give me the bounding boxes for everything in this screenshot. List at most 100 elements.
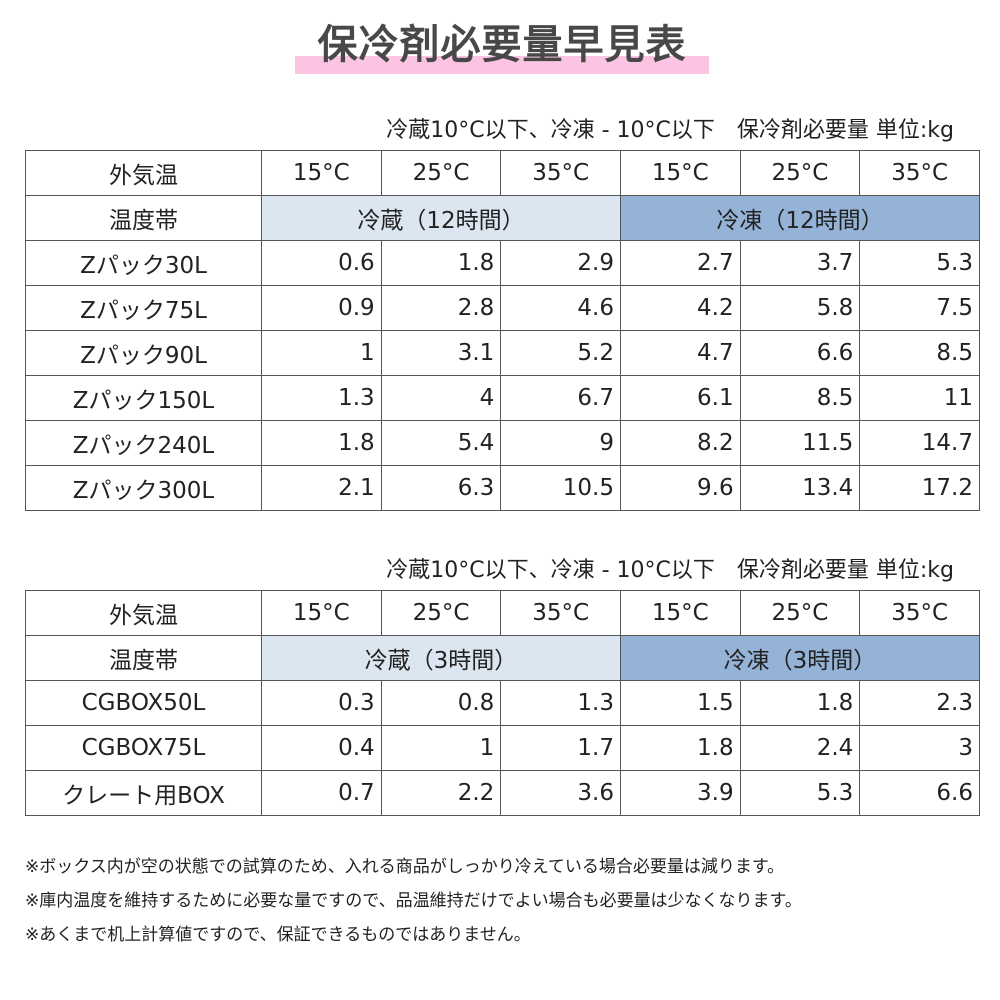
table-row: Zパック300L 2.1 6.3 10.5 9.6 13.4 17.2 [25,465,980,511]
product-name: Zパック75L [25,285,262,331]
product-name: Zパック90L [25,330,262,376]
value-cell: 1.8 [261,420,382,466]
table-row: Zパック150L 1.3 4 6.7 6.1 8.5 11 [25,375,980,421]
title-highlight [295,56,709,74]
value-cell: 9 [500,420,621,466]
table-row: Zパック90L 1 3.1 5.2 4.7 6.6 8.5 [25,330,980,376]
value-cell: 1 [380,725,502,771]
temp-header: 15°C [619,590,741,636]
band-frozen: 冷凍（3時間） [619,635,981,681]
value-cell: 5.4 [380,420,502,466]
value-cell: 8.5 [859,330,980,376]
value-cell: 5.2 [500,330,621,376]
product-name: Zパック150L [25,375,262,421]
product-name: CGBOX75L [25,725,262,771]
temp-header: 25°C [380,150,502,196]
value-cell: 2.9 [500,240,621,286]
value-cell: 4.2 [619,285,741,331]
value-cell: 2.3 [859,680,980,726]
value-cell: 8.2 [619,420,741,466]
band-row: 温度帯 冷蔵（3時間） 冷凍（3時間） [25,635,981,681]
notes: ※ボックス内が空の状態での試算のため、入れる商品がしっかり冷えている場合必要量は… [25,850,802,952]
band-label: 温度帯 [25,635,262,681]
product-name: Zパック240L [25,420,262,466]
value-cell: 2.7 [619,240,741,286]
value-cell: 7.5 [859,285,980,331]
table-row: Zパック240L 1.8 5.4 9 8.2 11.5 14.7 [25,420,980,466]
value-cell: 1 [261,330,382,376]
value-cell: 0.6 [261,240,382,286]
header-row: 外気温 15°C 25°C 35°C 15°C 25°C 35°C [25,150,980,196]
note: ※あくまで机上計算値ですので、保証できるものではありません。 [25,925,531,945]
value-cell: 11 [859,375,980,421]
value-cell: 3.9 [619,770,741,816]
band-label: 温度帯 [25,195,262,241]
value-cell: 11.5 [739,420,861,466]
value-cell: 9.6 [619,465,741,511]
header-label: 外気温 [25,590,262,636]
table-2-caption: 冷蔵10°C以下、冷凍 - 10°C以下 保冷剤必要量 単位:kg [386,558,954,583]
value-cell: 6.1 [619,375,741,421]
value-cell: 14.7 [859,420,980,466]
table-row: Zパック75L 0.9 2.8 4.6 4.2 5.8 7.5 [25,285,980,331]
header-row: 外気温 15°C 25°C 35°C 15°C 25°C 35°C [25,590,980,636]
value-cell: 3.6 [500,770,621,816]
value-cell: 5.3 [859,240,980,286]
temp-header: 15°C [261,150,382,196]
value-cell: 6.3 [380,465,502,511]
table-cgbox: 外気温 15°C 25°C 35°C 15°C 25°C 35°C 温度帯 冷蔵（3時間） 冷凍（… [25,590,981,816]
value-cell: 1.8 [739,680,861,726]
note: ※ボックス内が空の状態での試算のため、入れる商品がしっかり冷えている場合必要量は… [25,857,785,877]
temp-header: 15°C [619,150,741,196]
value-cell: 1.3 [261,375,382,421]
product-name: Zパック30L [25,240,262,286]
value-cell: 0.9 [261,285,382,331]
temp-header: 25°C [739,590,861,636]
value-cell: 2.1 [261,465,382,511]
value-cell: 5.3 [739,770,861,816]
table-row: クレート用BOX 0.7 2.2 3.6 3.9 5.3 6.6 [25,770,980,816]
product-name: クレート用BOX [25,770,262,816]
table-row: Zパック30L 0.6 1.8 2.9 2.7 3.7 5.3 [25,240,980,286]
table-row: CGBOX75L 0.4 1 1.7 1.8 2.4 3 [25,725,980,771]
table-1-caption: 冷蔵10°C以下、冷凍 - 10°C以下 保冷剤必要量 単位:kg [386,118,954,143]
value-cell: 1.3 [500,680,621,726]
value-cell: 0.4 [261,725,382,771]
temp-header: 25°C [739,150,861,196]
band-refrigerated: 冷蔵（3時間） [261,635,621,681]
value-cell: 5.8 [739,285,861,331]
value-cell: 2.2 [380,770,502,816]
value-cell: 17.2 [859,465,980,511]
value-cell: 3.1 [380,330,502,376]
band-refrigerated: 冷蔵（12時間） [261,195,621,241]
temp-header: 35°C [859,150,980,196]
temp-header: 25°C [380,590,502,636]
value-cell: 4.7 [619,330,741,376]
value-cell: 3.7 [739,240,861,286]
value-cell: 2.8 [380,285,502,331]
product-name: Zパック300L [25,465,262,511]
temp-header: 15°C [261,590,382,636]
band-frozen: 冷凍（12時間） [619,195,981,241]
value-cell: 4 [380,375,502,421]
product-name: CGBOX50L [25,680,262,726]
value-cell: 3 [859,725,980,771]
band-row: 温度帯 冷蔵（12時間） 冷凍（12時間） [25,195,981,241]
value-cell: 1.8 [619,725,741,771]
temp-header: 35°C [500,590,621,636]
value-cell: 1.8 [380,240,502,286]
value-cell: 6.6 [739,330,861,376]
value-cell: 10.5 [500,465,621,511]
temp-header: 35°C [859,590,980,636]
value-cell: 2.4 [739,725,861,771]
header-label: 外気温 [25,150,262,196]
value-cell: 1.7 [500,725,621,771]
value-cell: 0.8 [380,680,502,726]
title-block: 保冷剤必要量早見表 [295,8,709,78]
temp-header: 35°C [500,150,621,196]
value-cell: 0.7 [261,770,382,816]
table-zpack: 外気温 15°C 25°C 35°C 15°C 25°C 35°C 温度帯 冷蔵（12時間） 冷凍… [25,150,981,511]
value-cell: 6.7 [500,375,621,421]
table-row: CGBOX50L 0.3 0.8 1.3 1.5 1.8 2.3 [25,680,980,726]
value-cell: 0.3 [261,680,382,726]
